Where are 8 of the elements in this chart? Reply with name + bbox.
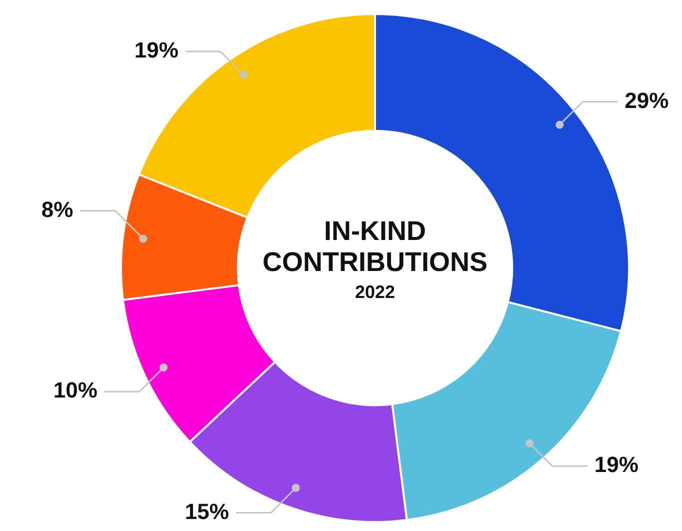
text: 2022 (354, 281, 396, 304)
data-label: 8% (41, 196, 74, 222)
data-label: 19% (134, 38, 178, 63)
data-label: 19% (594, 452, 638, 478)
data-label: 29% (624, 88, 669, 113)
data-label: 15% (184, 498, 229, 524)
data-label: 10% (53, 378, 98, 403)
text: IN-KIND CONTRIBUTIONS (262, 216, 488, 278)
